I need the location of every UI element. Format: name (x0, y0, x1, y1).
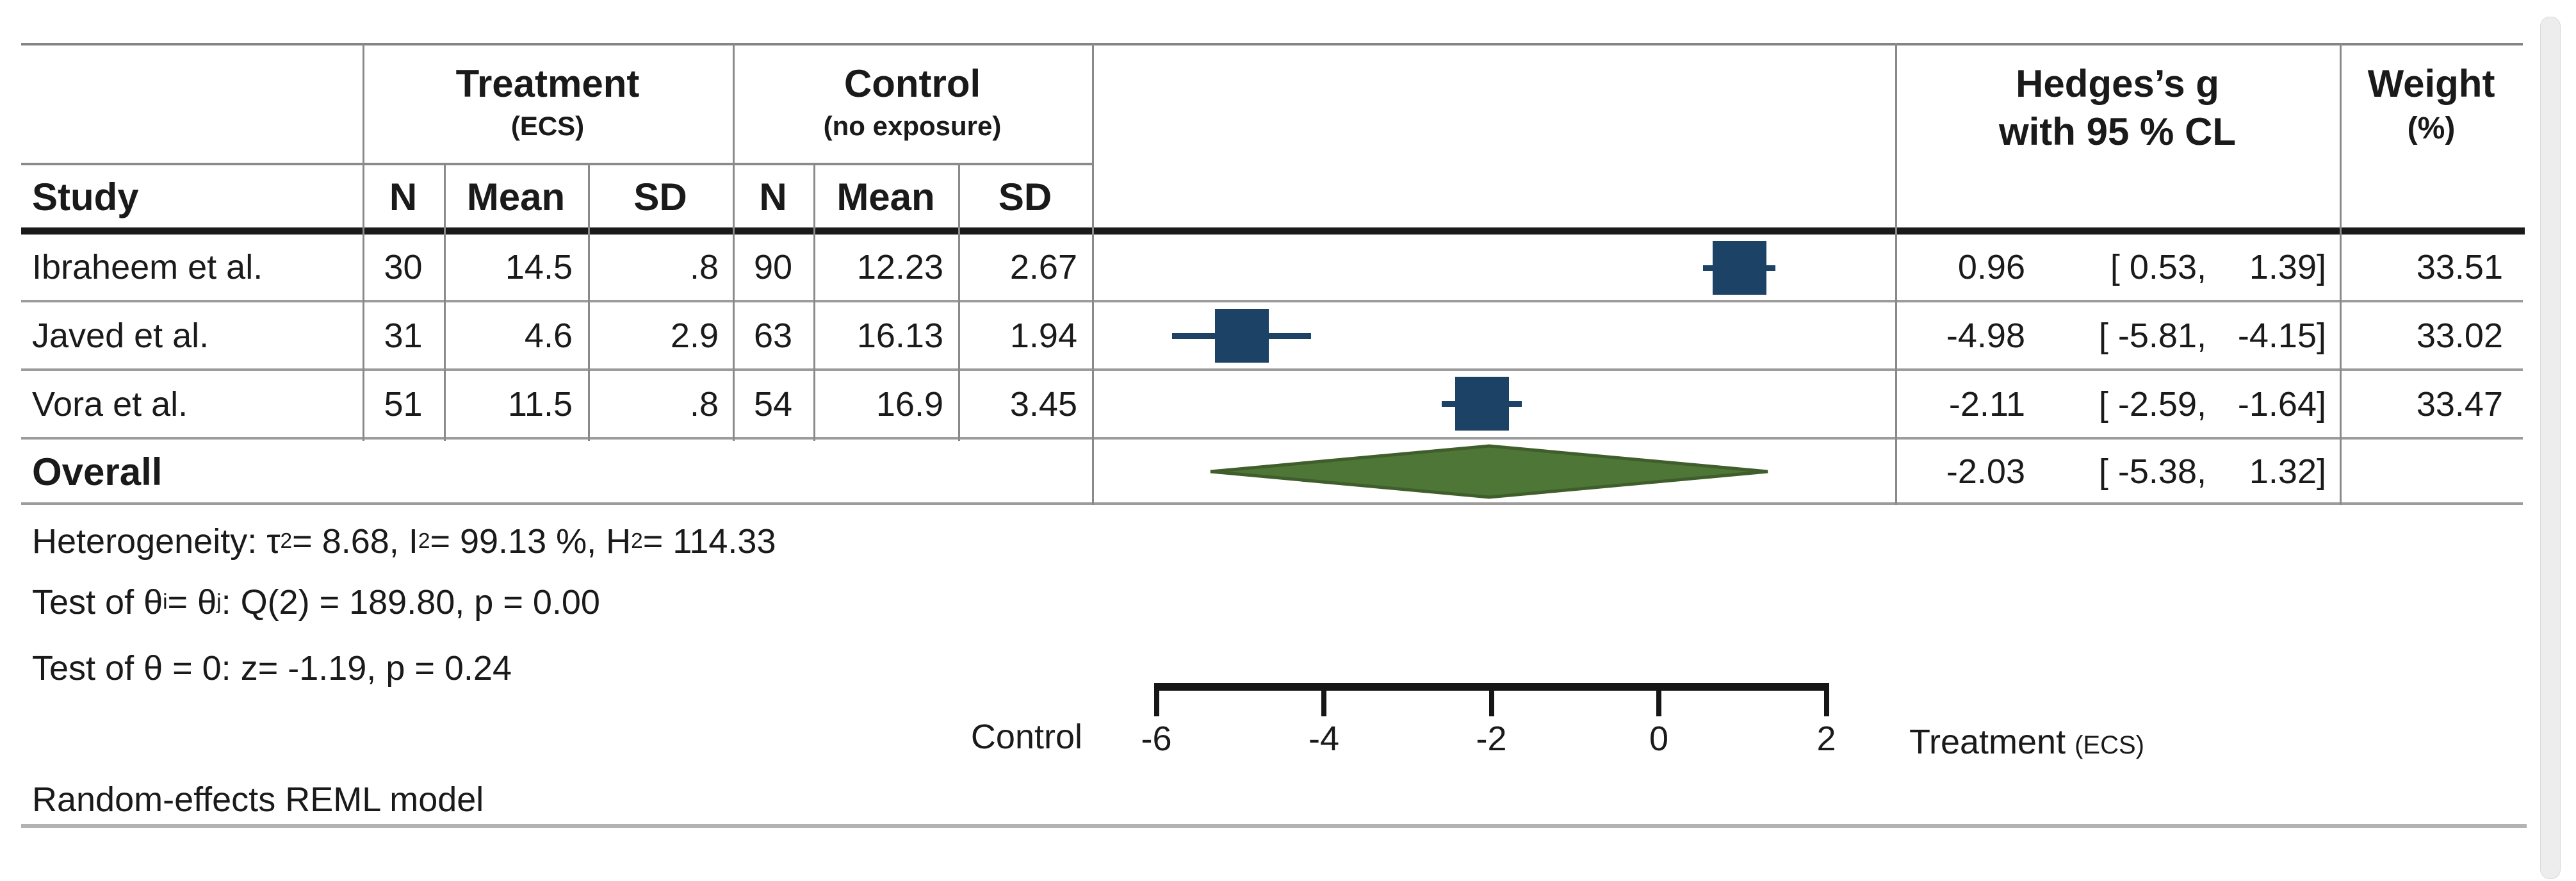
header-thick-rule (21, 227, 2525, 235)
c-sd-value: 1.94 (1009, 317, 1077, 355)
col-header-t-n: N (389, 175, 418, 218)
row-separator-3 (21, 437, 2523, 440)
divider-control-plot (1092, 43, 1094, 505)
weight-value: 33.51 (2416, 248, 2503, 286)
divider-plot-effect (1895, 43, 1897, 505)
weight-group-sublabel: (%) (2407, 111, 2456, 145)
weight-group-label: Weight (2367, 62, 2495, 105)
effect-estimate: -2.11 (1948, 385, 2025, 424)
divider-tn-tmean (444, 163, 446, 441)
scrollbar-track[interactable] (2540, 17, 2561, 879)
control-group-sublabel: (no exposure) (823, 111, 1002, 141)
x-axis-tick (1321, 683, 1326, 716)
c-sd-value: 2.67 (1009, 248, 1077, 286)
control-group-label: Control (844, 62, 981, 105)
x-axis-tick-label: -2 (1476, 720, 1507, 758)
weight-value: 33.47 (2416, 385, 2503, 424)
x-axis-tick-label: -6 (1141, 720, 1172, 758)
study-name: Vora et al. (32, 385, 188, 424)
c-mean-value: 16.13 (856, 317, 943, 355)
x-axis-tick-label: -4 (1308, 720, 1339, 758)
effect-estimate: -4.98 (1946, 317, 2025, 355)
overall-bottom-rule (21, 502, 2523, 505)
test-overall-stats: Test of θ = 0: z= -1.19, p = 0.24 (32, 649, 512, 688)
c-mean-value: 16.9 (876, 385, 943, 424)
col-header-c-n: N (759, 175, 787, 218)
effect-group-sublabel: with 95 % CL (1998, 110, 2237, 153)
overall-ci-upper: 1.32] (2249, 452, 2326, 491)
header-control-group: Control (no exposure) (733, 47, 1092, 176)
c-n-value: 90 (753, 248, 793, 286)
col-header-t-mean: Mean (466, 175, 566, 218)
overall-ci-lower: [ -5.38, (2098, 452, 2206, 491)
figure-bottom-rule (21, 824, 2527, 828)
treatment-group-label: Treatment (455, 62, 640, 105)
x-axis-tick-label: 2 (1816, 720, 1836, 758)
weight-value: 33.02 (2416, 317, 2503, 355)
t-n-value: 51 (384, 385, 423, 424)
x-axis-tick (1488, 683, 1494, 716)
t-mean-value: 4.6 (524, 317, 573, 355)
divider-treatment-control (733, 43, 735, 441)
axis-label-treatment-sub: (ECS) (2075, 731, 2144, 759)
divider-cn-cmean (813, 163, 815, 441)
axis-label-control: Control (970, 718, 1082, 756)
c-sd-value: 3.45 (1009, 385, 1077, 424)
effect-group-label: Hedges’s g (2016, 62, 2219, 105)
divider-study-treatment (363, 43, 364, 441)
ci-lower: [ -2.59, (2098, 385, 2206, 424)
table-top-rule (21, 43, 2523, 45)
t-n-value: 30 (384, 248, 423, 286)
x-axis-tick (1153, 683, 1159, 716)
divider-cmean-csd (958, 163, 960, 441)
study-name: Ibraheem et al. (32, 248, 263, 286)
col-header-study: Study (32, 175, 139, 218)
overall-estimate: -2.03 (1946, 452, 2025, 491)
c-n-value: 54 (753, 385, 793, 424)
axis-label-treatment-text: Treatment (1909, 723, 2066, 761)
row-separator-1 (21, 300, 2523, 302)
col-header-c-sd: SD (998, 175, 1052, 218)
t-sd-value: .8 (689, 248, 719, 286)
t-sd-value: 2.9 (670, 317, 719, 355)
c-mean-value: 12.23 (856, 248, 943, 286)
effect-estimate: 0.96 (1957, 248, 2025, 286)
study-name: Javed et al. (32, 317, 209, 355)
ci-upper: -1.64] (2237, 385, 2326, 424)
subheader-rule (21, 163, 1092, 165)
axis-label-treatment: Treatment (ECS) (1909, 717, 2422, 762)
overall-label: Overall (32, 450, 163, 493)
col-header-c-mean: Mean (836, 175, 935, 218)
divider-tmean-tsd (588, 163, 590, 441)
overall-diamond (1210, 444, 1768, 499)
ci-lower: [ -5.81, (2098, 317, 2206, 355)
x-axis-tick (1656, 683, 1661, 716)
effect-square-marker (1712, 241, 1766, 295)
ci-upper: 1.39] (2249, 248, 2326, 286)
header-effect-group: Hedges’s g with 95 % CL (1895, 47, 2340, 176)
ci-upper: -4.15] (2237, 317, 2326, 355)
t-mean-value: 14.5 (505, 248, 573, 286)
header-treatment-group: Treatment (ECS) (363, 47, 733, 176)
row-separator-2 (21, 368, 2523, 371)
t-n-value: 31 (384, 317, 423, 355)
x-axis-tick (1823, 683, 1829, 716)
c-n-value: 63 (753, 317, 793, 355)
header-weight-group: Weight (%) (2340, 47, 2523, 176)
effect-square-marker (1214, 309, 1269, 363)
effect-square-marker (1455, 377, 1510, 431)
col-header-t-sd: SD (633, 175, 687, 218)
model-note: Random-effects REML model (32, 780, 484, 819)
x-axis-tick-label: 0 (1649, 720, 1669, 758)
ci-lower: [ 0.53, (2110, 248, 2206, 286)
t-mean-value: 11.5 (507, 385, 573, 424)
t-sd-value: .8 (689, 385, 719, 424)
treatment-group-sublabel: (ECS) (510, 111, 585, 141)
divider-effect-weight (2340, 43, 2342, 505)
